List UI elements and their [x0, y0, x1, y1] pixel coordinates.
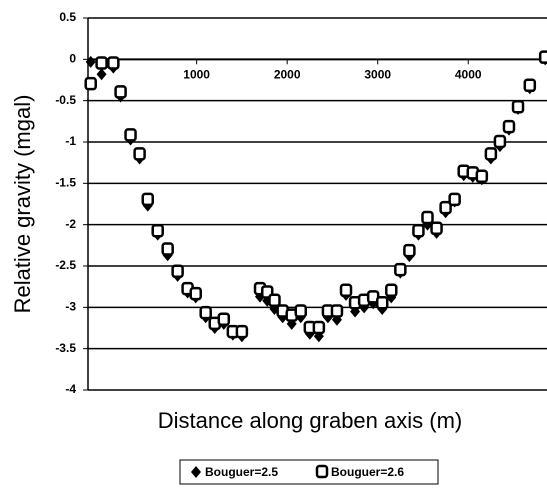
- legend-marker: [315, 464, 329, 479]
- legend-box: [179, 459, 439, 485]
- data-point: [439, 200, 452, 215]
- data-point: [124, 128, 137, 142]
- data-point: [141, 192, 155, 207]
- x-tick-label: 3000: [364, 68, 391, 82]
- data-point: [403, 243, 416, 258]
- data-point: [523, 78, 537, 93]
- y-tick-label: -3.5: [55, 341, 76, 355]
- data-point: [235, 324, 249, 339]
- data-point: [96, 68, 107, 81]
- data-point: [502, 119, 516, 134]
- y-tick-label: -1.5: [55, 176, 76, 190]
- y-tick-label: -3: [65, 300, 76, 314]
- data-point: [268, 293, 281, 307]
- data-point: [394, 262, 407, 277]
- data-point: [339, 283, 353, 298]
- data-point: [375, 295, 389, 310]
- data-point: [199, 305, 212, 320]
- data-point: [511, 100, 525, 114]
- data-point: [330, 304, 344, 318]
- data-point: [484, 147, 498, 161]
- legend-marker: [191, 466, 201, 478]
- y-tick-label: -1: [65, 134, 76, 148]
- y-tick-label: -0.5: [55, 93, 76, 107]
- x-axis-title: Distance along graben axis (m): [158, 408, 462, 433]
- legend-label: Bouguer=2.5: [205, 465, 278, 479]
- data-point: [161, 242, 174, 256]
- data-point: [538, 50, 547, 64]
- data-point: [189, 286, 202, 301]
- data-point: [421, 210, 434, 225]
- data-point: [294, 304, 308, 318]
- data-point: [95, 56, 108, 70]
- y-tick-label: -2: [65, 217, 76, 231]
- data-point: [107, 56, 120, 70]
- x-tick-label: 4000: [455, 68, 482, 82]
- data-point: [84, 76, 97, 91]
- y-tick-label: 0: [69, 52, 76, 66]
- data-point: [217, 312, 231, 326]
- data-point: [114, 85, 127, 99]
- data-point: [412, 224, 425, 238]
- x-tick-label: 1000: [183, 68, 210, 82]
- data-point: [312, 320, 326, 335]
- y-tick-label: 0.5: [59, 10, 76, 24]
- data-point: [171, 264, 184, 279]
- data-point: [151, 224, 164, 238]
- y-axis-title: Relative gravity (mgal): [10, 95, 35, 314]
- x-tick-label: 2000: [274, 68, 301, 82]
- data-point: [133, 147, 146, 161]
- data-point: [385, 283, 398, 298]
- data-point: [430, 221, 443, 236]
- legend-label: Bouguer=2.6: [331, 465, 404, 479]
- data-point: [475, 169, 489, 183]
- data-point: [448, 192, 461, 207]
- data-point: [493, 134, 507, 149]
- data-point: [85, 55, 96, 68]
- y-tick-label: -2.5: [55, 258, 76, 272]
- y-tick-label: -4: [65, 382, 76, 396]
